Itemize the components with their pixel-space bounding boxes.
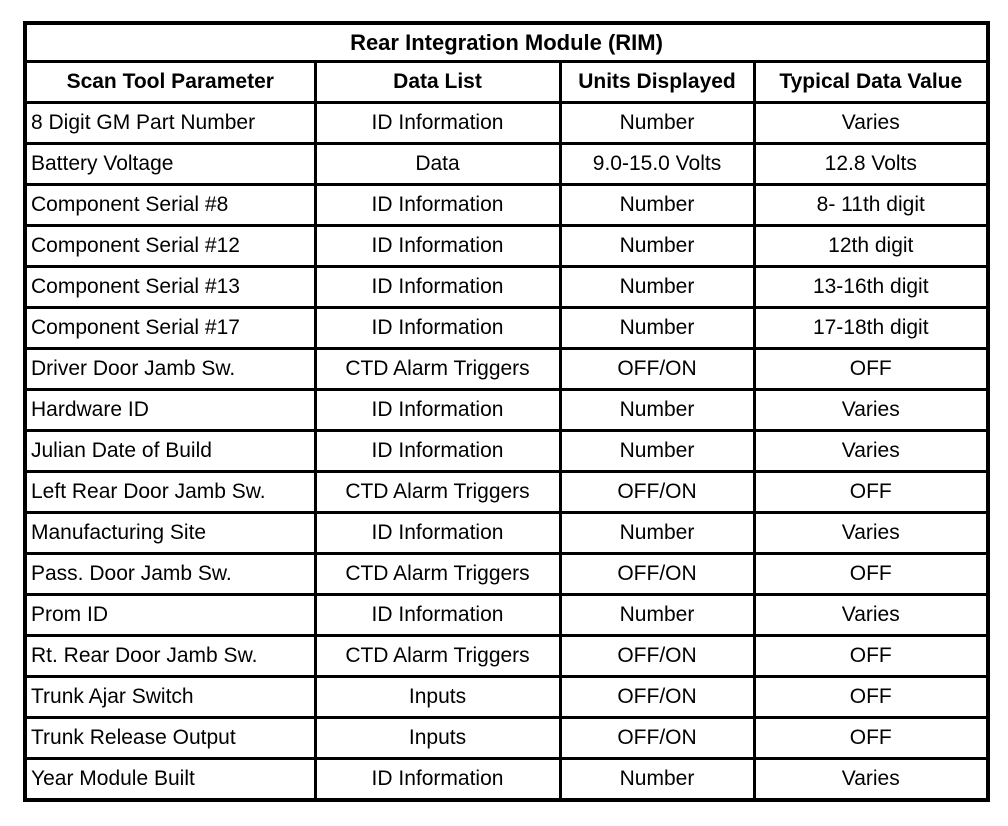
cell-typical-data-value: Varies	[752, 593, 990, 637]
cell-data-list: ID Information	[313, 429, 562, 473]
cell-scan-tool-parameter: Julian Date of Build	[23, 429, 317, 473]
cell-data-list: CTD Alarm Triggers	[313, 470, 562, 514]
cell-data-list: Inputs	[313, 716, 562, 760]
cell-units-displayed: OFF/ON	[558, 675, 756, 719]
cell-typical-data-value: Varies	[752, 429, 990, 473]
table-row: Pass. Door Jamb Sw. CTD Alarm Triggers O…	[23, 552, 990, 596]
table-row: Julian Date of Build ID Information Numb…	[23, 429, 990, 473]
cell-typical-data-value: Varies	[752, 511, 990, 555]
cell-data-list: Inputs	[313, 675, 562, 719]
cell-scan-tool-parameter: Trunk Release Output	[23, 716, 317, 760]
cell-scan-tool-parameter: 8 Digit GM Part Number	[23, 101, 317, 145]
table-row: Component Serial #8 ID Information Numbe…	[23, 183, 990, 227]
cell-typical-data-value: 17-18th digit	[752, 306, 990, 350]
cell-typical-data-value: OFF	[752, 470, 990, 514]
cell-data-list: ID Information	[313, 183, 562, 227]
cell-typical-data-value: 12.8 Volts	[752, 142, 990, 186]
column-header-data-list: Data List	[313, 60, 562, 104]
table-row: Component Serial #12 ID Information Numb…	[23, 224, 990, 268]
cell-scan-tool-parameter: Component Serial #17	[23, 306, 317, 350]
cell-units-displayed: OFF/ON	[558, 470, 756, 514]
table-row: Component Serial #17 ID Information Numb…	[23, 306, 990, 350]
header-row: Scan Tool Parameter Data List Units Disp…	[23, 60, 990, 104]
cell-scan-tool-parameter: Trunk Ajar Switch	[23, 675, 317, 719]
table-row: 8 Digit GM Part Number ID Information Nu…	[23, 101, 990, 145]
cell-data-list: CTD Alarm Triggers	[313, 634, 562, 678]
cell-typical-data-value: Varies	[752, 101, 990, 145]
cell-units-displayed: Number	[558, 388, 756, 432]
cell-units-displayed: Number	[558, 265, 756, 309]
cell-units-displayed: OFF/ON	[558, 552, 756, 596]
cell-units-displayed: Number	[558, 429, 756, 473]
column-header-units-displayed: Units Displayed	[558, 60, 756, 104]
cell-data-list: ID Information	[313, 757, 562, 802]
cell-data-list: ID Information	[313, 101, 562, 145]
cell-data-list: ID Information	[313, 265, 562, 309]
cell-scan-tool-parameter: Manufacturing Site	[23, 511, 317, 555]
cell-typical-data-value: 13-16th digit	[752, 265, 990, 309]
table-row: Prom ID ID Information Number Varies	[23, 593, 990, 637]
title-row: Rear Integration Module (RIM)	[23, 21, 990, 63]
cell-scan-tool-parameter: Left Rear Door Jamb Sw.	[23, 470, 317, 514]
cell-scan-tool-parameter: Hardware ID	[23, 388, 317, 432]
cell-units-displayed: Number	[558, 593, 756, 637]
table-row: Component Serial #13 ID Information Numb…	[23, 265, 990, 309]
cell-typical-data-value: OFF	[752, 347, 990, 391]
cell-scan-tool-parameter: Pass. Door Jamb Sw.	[23, 552, 317, 596]
cell-scan-tool-parameter: Component Serial #8	[23, 183, 317, 227]
cell-typical-data-value: OFF	[752, 716, 990, 760]
table-row: Year Module Built ID Information Number …	[23, 757, 990, 802]
cell-scan-tool-parameter: Year Module Built	[23, 757, 317, 802]
cell-scan-tool-parameter: Component Serial #13	[23, 265, 317, 309]
cell-scan-tool-parameter: Prom ID	[23, 593, 317, 637]
cell-typical-data-value: OFF	[752, 552, 990, 596]
column-header-scan-tool-parameter: Scan Tool Parameter	[23, 60, 317, 104]
cell-scan-tool-parameter: Driver Door Jamb Sw.	[23, 347, 317, 391]
table-row: Trunk Release Output Inputs OFF/ON OFF	[23, 716, 990, 760]
cell-units-displayed: Number	[558, 101, 756, 145]
cell-data-list: CTD Alarm Triggers	[313, 552, 562, 596]
table-body: 8 Digit GM Part Number ID Information Nu…	[23, 101, 990, 802]
cell-scan-tool-parameter: Rt. Rear Door Jamb Sw.	[23, 634, 317, 678]
table-row: Rt. Rear Door Jamb Sw. CTD Alarm Trigger…	[23, 634, 990, 678]
table-row: Hardware ID ID Information Number Varies	[23, 388, 990, 432]
cell-typical-data-value: Varies	[752, 757, 990, 802]
cell-typical-data-value: OFF	[752, 634, 990, 678]
cell-data-list: ID Information	[313, 593, 562, 637]
cell-typical-data-value: 8- 11th digit	[752, 183, 990, 227]
cell-scan-tool-parameter: Component Serial #12	[23, 224, 317, 268]
cell-units-displayed: 9.0-15.0 Volts	[558, 142, 756, 186]
table-row: Trunk Ajar Switch Inputs OFF/ON OFF	[23, 675, 990, 719]
table-row: Left Rear Door Jamb Sw. CTD Alarm Trigge…	[23, 470, 990, 514]
column-header-typical-data-value: Typical Data Value	[752, 60, 990, 104]
cell-typical-data-value: 12th digit	[752, 224, 990, 268]
cell-units-displayed: Number	[558, 183, 756, 227]
cell-units-displayed: OFF/ON	[558, 716, 756, 760]
cell-units-displayed: OFF/ON	[558, 347, 756, 391]
cell-units-displayed: OFF/ON	[558, 634, 756, 678]
cell-data-list: CTD Alarm Triggers	[313, 347, 562, 391]
cell-units-displayed: Number	[558, 511, 756, 555]
table-row: Driver Door Jamb Sw. CTD Alarm Triggers …	[23, 347, 990, 391]
cell-typical-data-value: OFF	[752, 675, 990, 719]
table-row: Battery Voltage Data 9.0-15.0 Volts 12.8…	[23, 142, 990, 186]
cell-data-list: ID Information	[313, 388, 562, 432]
cell-typical-data-value: Varies	[752, 388, 990, 432]
cell-units-displayed: Number	[558, 306, 756, 350]
cell-units-displayed: Number	[558, 757, 756, 802]
cell-data-list: ID Information	[313, 511, 562, 555]
rim-table: Rear Integration Module (RIM) Scan Tool …	[23, 21, 991, 802]
cell-units-displayed: Number	[558, 224, 756, 268]
cell-data-list: ID Information	[313, 306, 562, 350]
table-title: Rear Integration Module (RIM)	[23, 21, 990, 63]
cell-data-list: Data	[313, 142, 562, 186]
cell-scan-tool-parameter: Battery Voltage	[23, 142, 317, 186]
table-row: Manufacturing Site ID Information Number…	[23, 511, 990, 555]
cell-data-list: ID Information	[313, 224, 562, 268]
